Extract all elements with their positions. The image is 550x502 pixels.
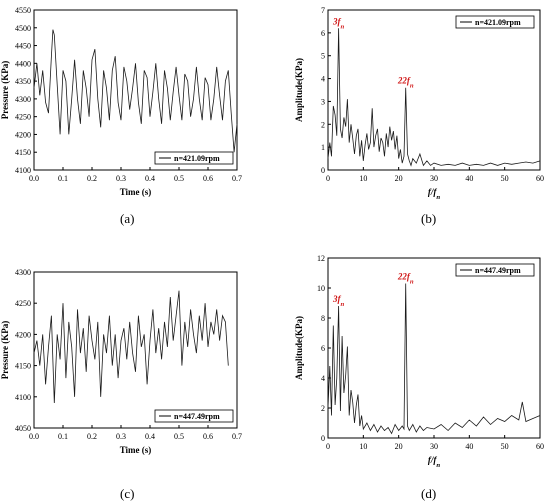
y-tick-label: 4500 [15, 24, 31, 33]
y-tick-label: 4450 [15, 42, 31, 51]
y-tick-label: 4250 [15, 299, 31, 308]
peak-annotation: 22fn [397, 76, 414, 90]
plot-frame-a [33, 9, 238, 171]
y-tick-label: 0 [321, 166, 325, 175]
legend-box-b [455, 15, 535, 29]
plot-frame-d [327, 257, 541, 439]
x-tick-label: 0.0 [29, 174, 39, 183]
panel-label-a: (a) [120, 211, 135, 226]
x-tick-label: 0.7 [232, 174, 242, 183]
y-tick-label: 4400 [15, 59, 31, 68]
y-tick-label: 7 [321, 6, 325, 15]
x-tick-label: 0 [326, 442, 330, 451]
y-tick-label: 10 [317, 284, 325, 293]
y-tick-label: 4200 [15, 130, 31, 139]
y-tick-label: 4150 [15, 148, 31, 157]
x-tick-label: 0 [326, 174, 330, 183]
y-tick-label: 2 [321, 404, 325, 413]
legend-box-a [154, 151, 234, 165]
x-tick-label: 40 [465, 174, 473, 183]
x-tick-label: 0.1 [58, 432, 68, 441]
y-tick-label: 4250 [15, 113, 31, 122]
x-tick-label: 60 [536, 442, 544, 451]
peak-annotation: 3fn [332, 294, 345, 308]
x-tick-label: 0.3 [116, 432, 126, 441]
x-axis-label: Time (s) [120, 445, 152, 455]
x-tick-label: 0.1 [58, 174, 68, 183]
panel-label-b: (b) [421, 211, 437, 226]
legend-label-d: n=447.49rpm [475, 266, 521, 275]
x-tick-label: 0.6 [203, 174, 213, 183]
y-tick-label: 4 [321, 75, 325, 84]
x-tick-label: 0.2 [87, 432, 97, 441]
x-tick-label: 30 [430, 442, 438, 451]
series-line-c [33, 290, 229, 404]
y-tick-label: 3 [321, 97, 325, 106]
y-axis-label: Amplitude(KPa) [294, 58, 304, 122]
x-tick-label: 20 [395, 442, 403, 451]
series-line-a [33, 29, 238, 153]
x-tick-label: 0.3 [116, 174, 126, 183]
plot-frame-c [33, 271, 238, 429]
y-tick-label: 4050 [15, 424, 31, 433]
legend-label-b: n=421.09rpm [475, 18, 521, 27]
x-tick-label: 10 [359, 174, 367, 183]
peak-annotation: 22fn [397, 272, 414, 286]
x-tick-label: 0.2 [87, 174, 97, 183]
y-tick-label: 5 [321, 52, 325, 61]
y-tick-label: 6 [321, 344, 325, 353]
y-tick-label: 8 [321, 314, 325, 323]
y-tick-label: 4350 [15, 77, 31, 86]
y-tick-label: 6 [321, 29, 325, 38]
x-tick-label: 0.7 [232, 432, 242, 441]
y-tick-label: 4 [321, 374, 325, 383]
x-tick-label: 0.4 [145, 174, 155, 183]
x-tick-label: 0.5 [174, 432, 184, 441]
y-axis-label: Pressure (KPa) [0, 61, 10, 119]
x-tick-label: 0.6 [203, 432, 213, 441]
y-tick-label: 2 [321, 120, 325, 129]
y-tick-label: 4100 [15, 393, 31, 402]
y-tick-label: 4300 [15, 95, 31, 104]
y-tick-label: 12 [317, 254, 325, 263]
x-axis-label: f/fn [428, 455, 441, 469]
x-tick-label: 50 [501, 442, 509, 451]
y-axis-label: Pressure (KPa) [0, 321, 10, 379]
x-tick-label: 50 [501, 174, 509, 183]
y-tick-label: 0 [321, 434, 325, 443]
panel-label-d: (d) [421, 486, 437, 501]
y-tick-label: 4300 [15, 268, 31, 277]
x-tick-label: 0.4 [145, 432, 155, 441]
x-tick-label: 0.5 [174, 174, 184, 183]
y-tick-label: 1 [321, 143, 325, 152]
x-tick-label: 40 [465, 442, 473, 451]
legend-label-a: n=421.09rpm [174, 154, 220, 163]
series-line-d [327, 283, 541, 435]
y-tick-label: 4150 [15, 362, 31, 371]
x-tick-label: 0.0 [29, 432, 39, 441]
legend-box-d [455, 263, 535, 277]
x-tick-label: 10 [359, 442, 367, 451]
x-axis-label: Time (s) [120, 187, 152, 197]
legend-label-c: n=447.49rpm [174, 412, 220, 421]
peak-annotation: 3fn [332, 16, 345, 30]
x-tick-label: 60 [536, 174, 544, 183]
panel-label-c: (c) [120, 486, 135, 501]
legend-box-c [154, 409, 234, 423]
y-tick-label: 4200 [15, 330, 31, 339]
y-axis-label: Amplitude(KPa) [294, 316, 304, 380]
x-axis-label: f/fn [428, 187, 441, 201]
y-tick-label: 4550 [15, 6, 31, 15]
x-tick-label: 20 [395, 174, 403, 183]
x-tick-label: 30 [430, 174, 438, 183]
plot-frame-b [327, 9, 541, 171]
series-line-b [327, 28, 541, 167]
y-tick-label: 4100 [15, 166, 31, 175]
